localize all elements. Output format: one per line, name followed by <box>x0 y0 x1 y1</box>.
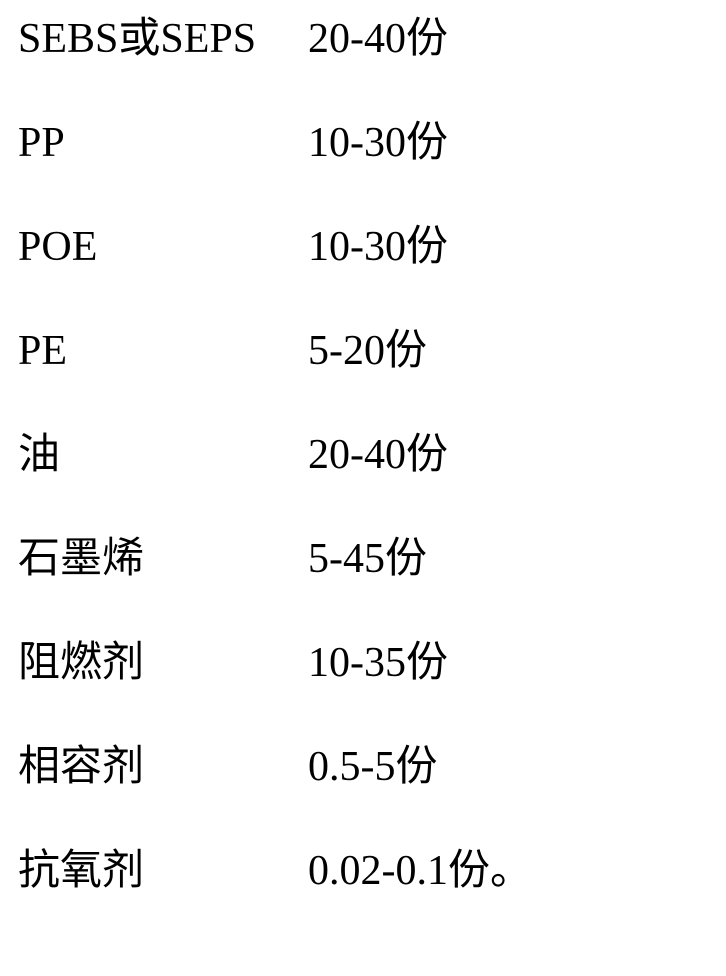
composition-table: SEBS或SEPS 20-40份 PP 10-30份 POE 10-30份 PE… <box>18 18 532 892</box>
ingredient-name: 阻燃剂 <box>18 642 308 684</box>
table-row: 阻燃剂 10-35份 <box>18 642 532 684</box>
ingredient-value: 20-40份 <box>308 18 448 60</box>
table-row: 石墨烯 5-45份 <box>18 538 532 580</box>
ingredient-name: 油 <box>18 434 308 476</box>
ingredient-value: 5-45份 <box>308 538 427 580</box>
ingredient-value: 10-30份 <box>308 226 448 268</box>
ingredient-value: 0.02-0.1份。 <box>308 850 532 892</box>
ingredient-value: 20-40份 <box>308 434 448 476</box>
table-row: 抗氧剂 0.02-0.1份。 <box>18 850 532 892</box>
table-row: POE 10-30份 <box>18 226 532 268</box>
table-row: 相容剂 0.5-5份 <box>18 746 532 788</box>
ingredient-name: 石墨烯 <box>18 538 308 580</box>
ingredient-name: 相容剂 <box>18 746 308 788</box>
ingredient-value: 0.5-5份 <box>308 746 438 788</box>
ingredient-value: 5-20份 <box>308 330 427 372</box>
ingredient-value: 10-35份 <box>308 642 448 684</box>
table-row: PE 5-20份 <box>18 330 532 372</box>
ingredient-name: PE <box>18 330 308 372</box>
ingredient-name: PP <box>18 122 308 164</box>
ingredient-name: 抗氧剂 <box>18 850 308 892</box>
table-row: SEBS或SEPS 20-40份 <box>18 18 532 60</box>
table-row: 油 20-40份 <box>18 434 532 476</box>
ingredient-value: 10-30份 <box>308 122 448 164</box>
ingredient-name: SEBS或SEPS <box>18 18 308 60</box>
ingredient-name: POE <box>18 226 308 268</box>
table-row: PP 10-30份 <box>18 122 532 164</box>
